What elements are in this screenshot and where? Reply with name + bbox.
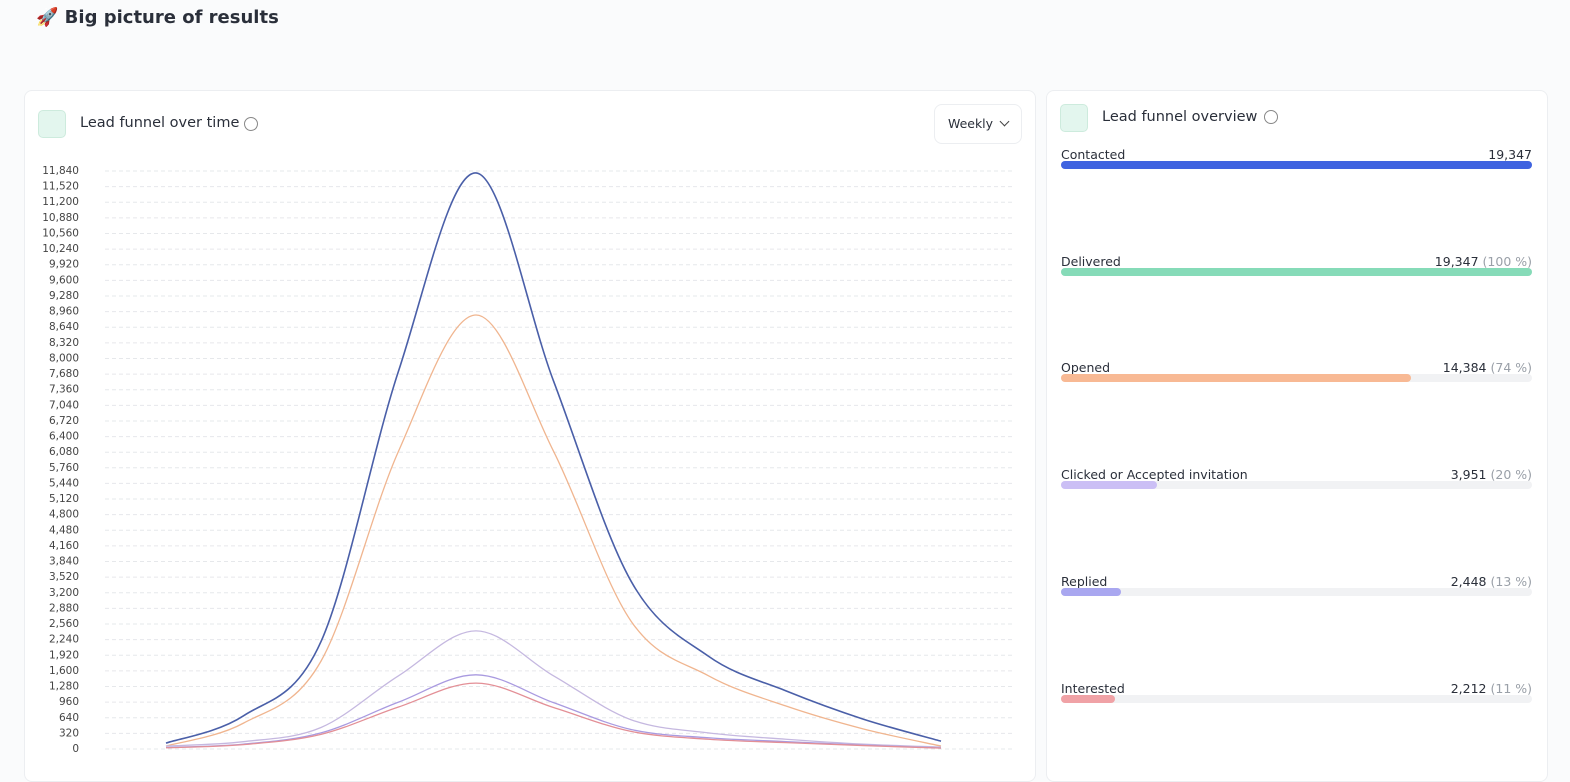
left-card: Lead funnel over time Weekly 0 320 640 960 1… bbox=[24, 90, 1036, 782]
period-dropdown[interactable]: Weekly bbox=[934, 104, 1022, 144]
bar bbox=[1061, 694, 1115, 703]
stage-count: 2,212 bbox=[1450, 680, 1487, 696]
stage-percent: (11 %) bbox=[1490, 680, 1532, 696]
y-tick-label: 640 bbox=[59, 712, 79, 724]
y-tick-label: 8,000 bbox=[49, 352, 79, 364]
funnel-row: Opened 14,384 (74 %) bbox=[1061, 360, 1532, 383]
y-tick-label: 6,080 bbox=[49, 446, 79, 458]
y-tick-label: 1,920 bbox=[49, 649, 79, 661]
y-tick-label: 8,960 bbox=[49, 306, 79, 318]
y-tick-label: 9,280 bbox=[49, 290, 79, 302]
bar bbox=[1061, 374, 1412, 383]
stage-value: 14,384 (74 %) bbox=[1443, 360, 1532, 375]
stage-value: 19,347 bbox=[1488, 147, 1532, 162]
funnel-row: Delivered 19,347 (100 %) bbox=[1061, 253, 1532, 276]
bar bbox=[1061, 587, 1121, 596]
y-tick-label: 11,200 bbox=[42, 196, 79, 208]
series-line bbox=[165, 172, 942, 744]
funnel-row: Replied 2,448 (13 %) bbox=[1061, 573, 1532, 596]
stage-count: 3,951 bbox=[1450, 467, 1487, 483]
y-tick-label: 5,120 bbox=[49, 493, 79, 505]
y-tick-label: 1,600 bbox=[49, 665, 79, 677]
info-icon bbox=[1264, 110, 1278, 124]
y-tick-label: 2,880 bbox=[49, 602, 79, 614]
y-tick-label: 5,760 bbox=[49, 462, 79, 474]
bar-track bbox=[1061, 587, 1532, 596]
y-tick-label: 3,840 bbox=[49, 556, 79, 568]
y-tick-label: 7,040 bbox=[49, 399, 79, 411]
stage-value: 19,347 (100 %) bbox=[1435, 254, 1532, 269]
stage-value: 3,951 (20 %) bbox=[1451, 467, 1532, 482]
series-line bbox=[165, 674, 942, 749]
y-tick-label: 10,880 bbox=[42, 212, 79, 224]
stage-percent: (74 %) bbox=[1490, 360, 1532, 376]
y-tick-label: 3,200 bbox=[49, 587, 79, 599]
stage-count: 2,448 bbox=[1450, 573, 1487, 589]
bar-track bbox=[1061, 481, 1532, 490]
y-tick-label: 2,240 bbox=[49, 634, 79, 646]
y-tick-label: 11,520 bbox=[42, 181, 79, 193]
stage-count: 14,384 bbox=[1442, 360, 1487, 376]
overview-icon bbox=[1060, 104, 1088, 132]
y-tick-label: 320 bbox=[59, 727, 79, 739]
stage-percent: (100 %) bbox=[1482, 253, 1532, 269]
y-tick-label: 6,720 bbox=[49, 415, 79, 427]
stage-percent: (13 %) bbox=[1490, 573, 1532, 589]
y-tick-label: 960 bbox=[59, 696, 79, 708]
y-tick-label: 3,520 bbox=[49, 571, 79, 583]
right-card: Lead funnel overview Contacted 19,347 Deli… bbox=[1046, 90, 1548, 782]
panel-title: Lead funnel overview bbox=[1102, 109, 1258, 125]
y-tick-label: 0 bbox=[72, 743, 79, 755]
stage-count: 19,347 bbox=[1488, 147, 1532, 162]
y-tick-label: 4,800 bbox=[49, 509, 79, 521]
stage-label: Interested bbox=[1061, 680, 1125, 696]
bar-track bbox=[1061, 374, 1532, 383]
y-tick-label: 10,560 bbox=[42, 227, 79, 239]
line-chart: 0 320 640 960 1,280 1,600 1,920 2,240 2,560 2,880… bbox=[42, 165, 1015, 755]
series-line bbox=[165, 630, 942, 748]
funnel-row: Interested 2,212 (11 %) bbox=[1061, 680, 1532, 703]
stage-label: Opened bbox=[1061, 360, 1111, 376]
y-tick-label: 7,360 bbox=[49, 384, 79, 396]
bar-track bbox=[1061, 161, 1532, 169]
stage-label: Contacted bbox=[1061, 147, 1126, 162]
stage-count: 19,347 bbox=[1434, 253, 1479, 269]
y-tick-label: 8,320 bbox=[49, 337, 79, 349]
info-icon bbox=[244, 117, 258, 131]
series-line bbox=[165, 314, 942, 747]
period-label: Weekly bbox=[947, 116, 994, 131]
y-tick-label: 11,840 bbox=[42, 165, 79, 177]
panel-title: Lead funnel over time bbox=[80, 115, 240, 131]
y-tick-label: 6,400 bbox=[49, 431, 79, 443]
bar bbox=[1061, 481, 1158, 490]
bar-track bbox=[1061, 267, 1532, 276]
bar-track bbox=[1061, 694, 1532, 703]
bar bbox=[1061, 161, 1532, 169]
stage-label: Delivered bbox=[1061, 253, 1121, 269]
y-tick-label: 7,680 bbox=[49, 368, 79, 380]
y-tick-label: 9,920 bbox=[49, 259, 79, 271]
y-tick-label: 4,480 bbox=[49, 524, 79, 536]
stage-label: Clicked or Accepted invitation bbox=[1061, 467, 1248, 483]
y-tick-label: 2,560 bbox=[49, 618, 79, 630]
stage-value: 2,212 (11 %) bbox=[1451, 681, 1532, 696]
y-tick-label: 8,640 bbox=[49, 321, 79, 333]
funnel-row: Clicked or Accepted invitation 3,951 (20 … bbox=[1061, 467, 1532, 490]
stage-label: Replied bbox=[1061, 573, 1108, 589]
y-tick-label: 1,280 bbox=[49, 681, 79, 693]
page: 🚀 Big picture of results Lead funnel ove… bbox=[24, 7, 1548, 782]
bar bbox=[1061, 267, 1532, 276]
stage-percent: (20 %) bbox=[1490, 467, 1532, 483]
y-tick-label: 4,160 bbox=[49, 540, 79, 552]
y-tick-label: 5,440 bbox=[49, 477, 79, 489]
series-line bbox=[165, 682, 942, 749]
y-tick-label: 10,240 bbox=[42, 243, 79, 255]
stage-value: 2,448 (13 %) bbox=[1451, 574, 1532, 589]
chart-icon bbox=[38, 110, 66, 138]
page-title: 🚀 Big picture of results bbox=[36, 7, 279, 28]
y-tick-label: 9,600 bbox=[49, 274, 79, 286]
funnel-row: Contacted 19,347 bbox=[1061, 147, 1532, 169]
